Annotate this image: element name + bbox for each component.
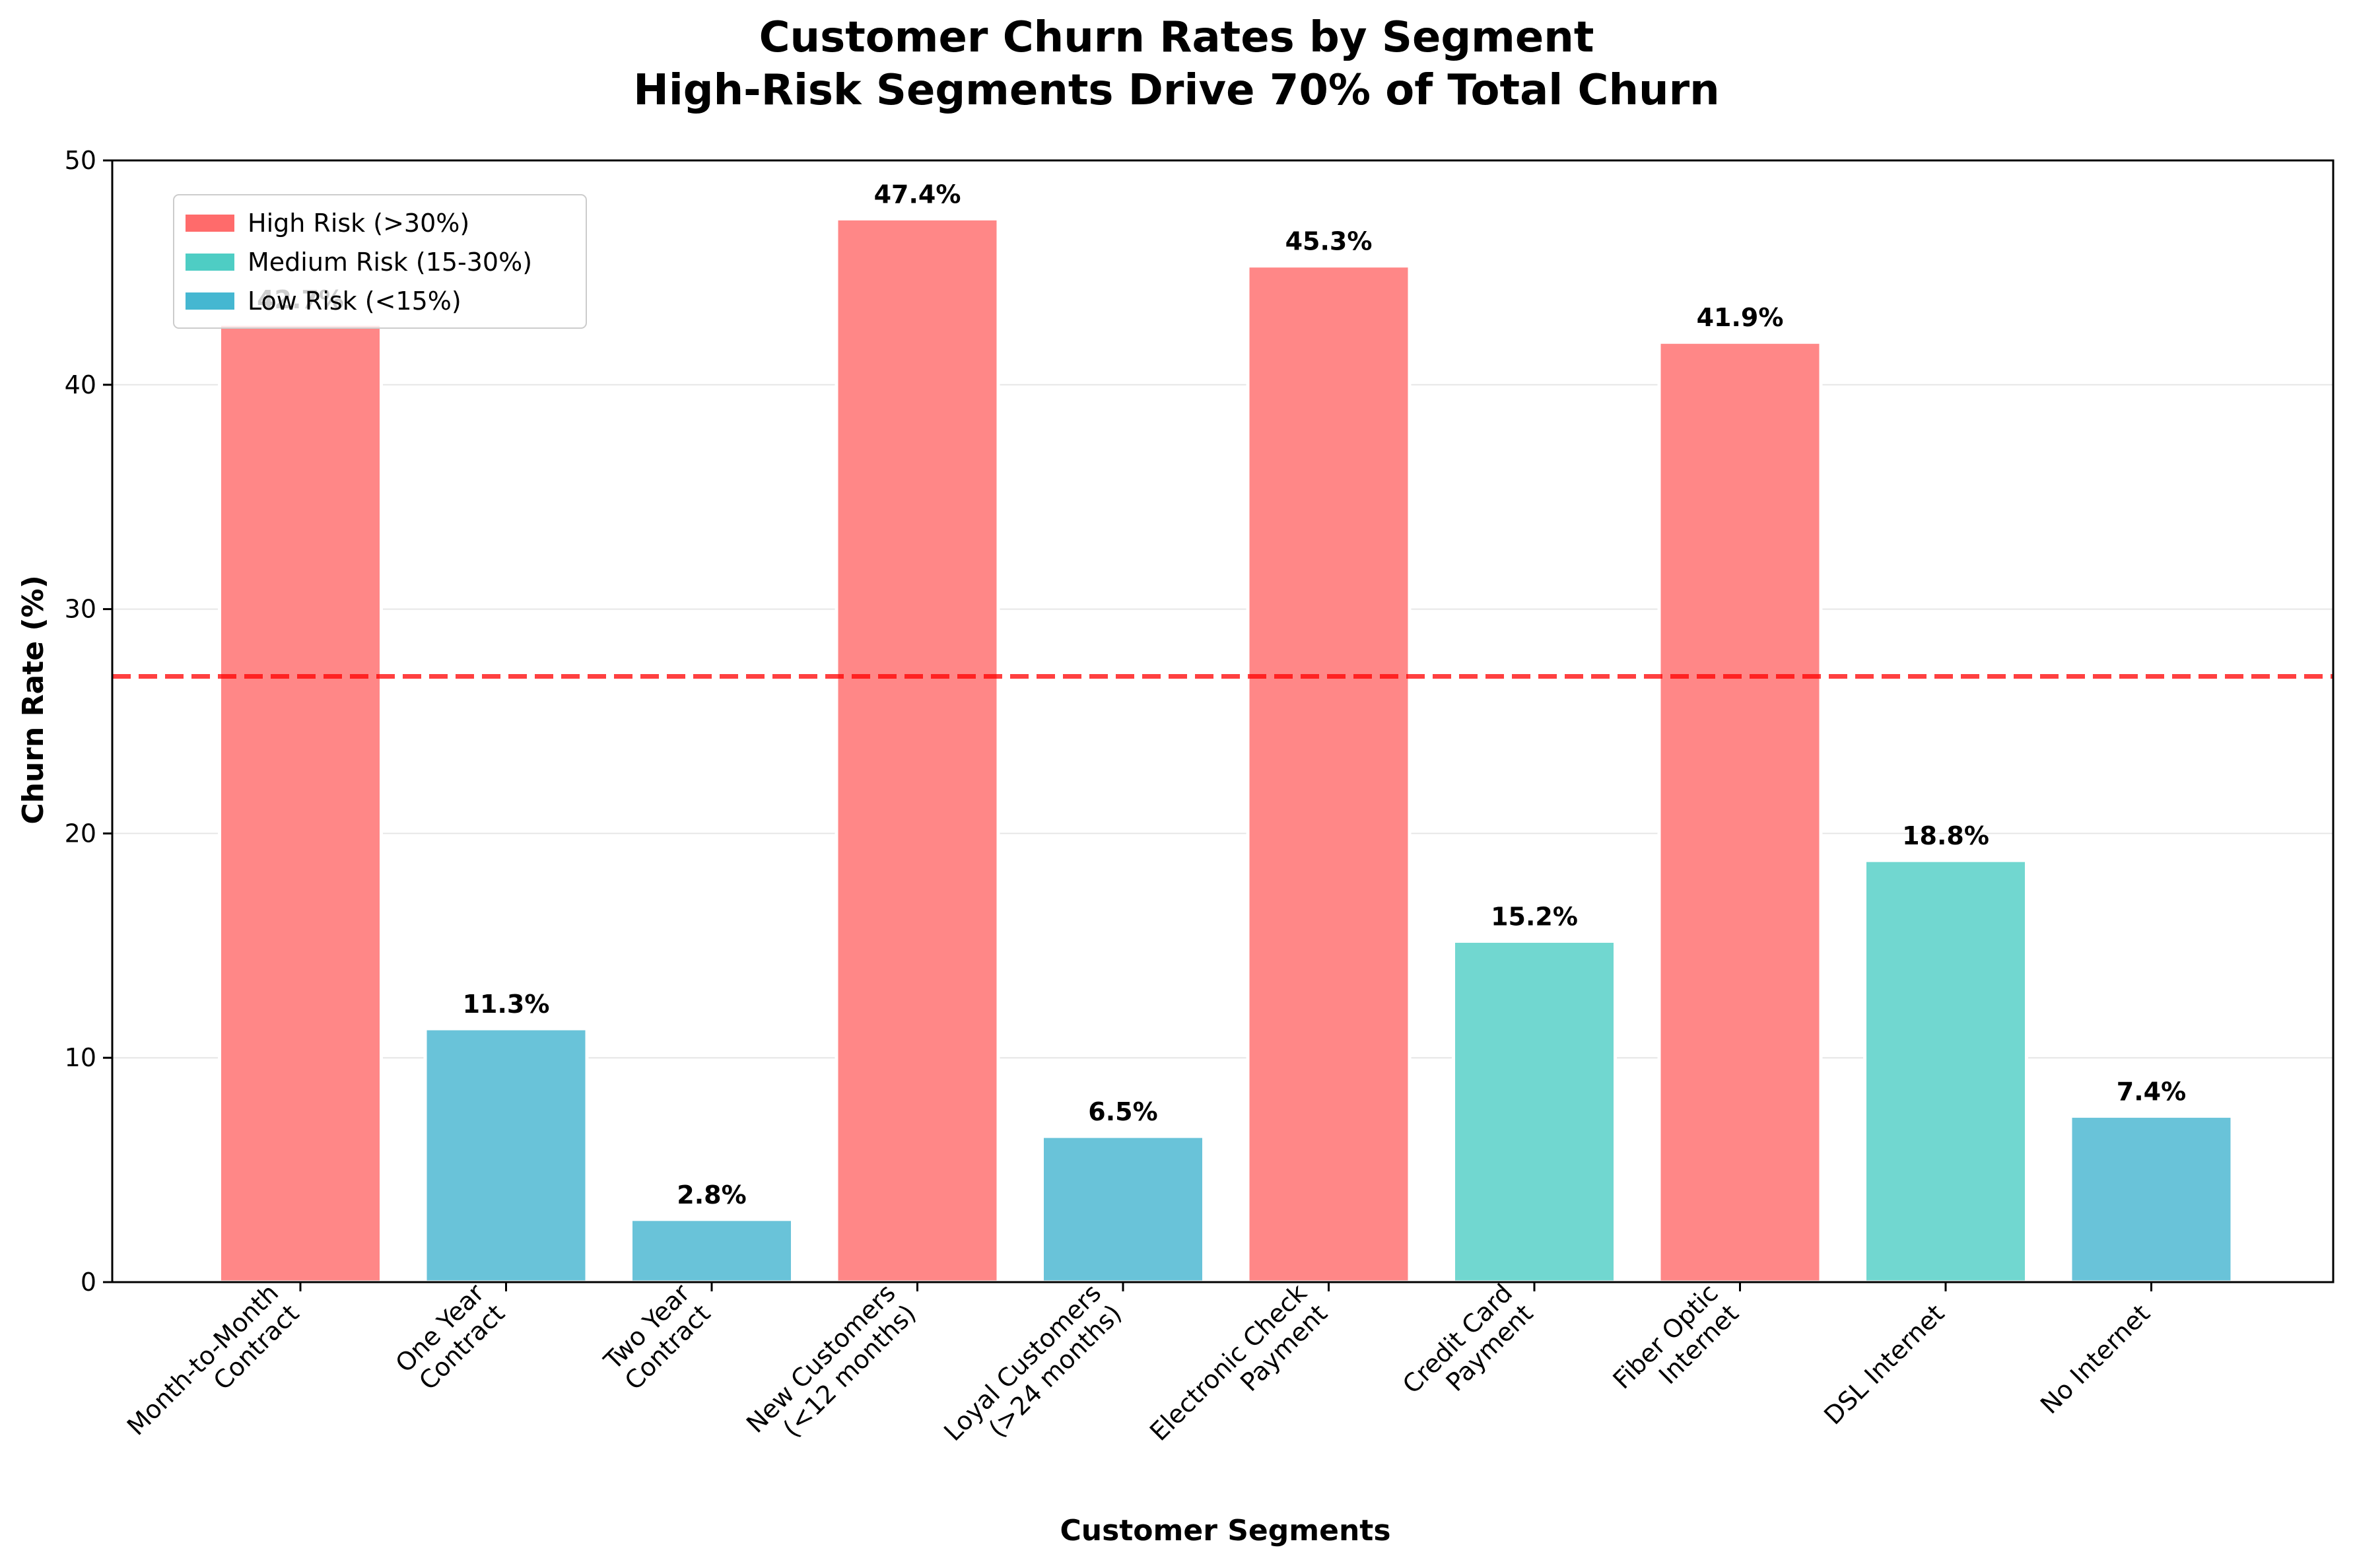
data-label: 47.4%: [874, 180, 961, 209]
y-tick-label: 20: [65, 819, 96, 848]
x-tick-label-line: No Internet: [2035, 1299, 2156, 1419]
legend-box: [173, 194, 587, 329]
bar: [2068, 1114, 2234, 1284]
legend-label: High Risk (>30%): [248, 209, 469, 238]
data-label: 11.3%: [463, 990, 550, 1019]
x-tick-label-text: Fiber OpticInternet: [1608, 1278, 1744, 1415]
legend-swatch: [186, 215, 234, 232]
data-label: 7.4%: [2117, 1077, 2186, 1107]
x-tick-label: One YearContract: [390, 1278, 510, 1399]
x-tick-label: Month-to-MonthContract: [121, 1278, 305, 1462]
bar: [629, 1217, 794, 1284]
x-tick-label: Electronic CheckPayment: [1144, 1278, 1333, 1467]
x-tick-label-text: Two YearContract: [598, 1278, 716, 1396]
bar: [1863, 858, 2028, 1284]
bar: [1040, 1134, 1206, 1284]
y-tick-label: 0: [81, 1268, 96, 1297]
legend-swatch: [186, 254, 234, 271]
data-label: 15.2%: [1491, 903, 1578, 932]
legend-swatch: [186, 292, 234, 310]
y-tick-label: 40: [65, 370, 96, 399]
legend: High Risk (>30%) Medium Risk (15-30%) Low …: [173, 194, 587, 329]
x-tick-label: DSL Internet: [1818, 1299, 1950, 1430]
y-tick-label: 50: [65, 146, 96, 175]
chart-title: Customer Churn Rates by Segment: [759, 13, 1594, 62]
x-tick-label-line: DSL Internet: [1818, 1299, 1950, 1430]
x-tick-label-text: No Internet: [2035, 1299, 2156, 1419]
chart-subtitle: High-Risk Segments Drive 70% of Total Ch…: [633, 66, 1719, 115]
x-tick-label: Two YearContract: [598, 1278, 716, 1396]
bar: [218, 322, 383, 1284]
plot-frame: [111, 159, 2335, 1283]
x-tick-label-text: Electronic CheckPayment: [1144, 1278, 1333, 1467]
bar: [1657, 340, 1823, 1284]
legend-label: Medium Risk (15-30%): [248, 248, 532, 277]
x-tick-label-text: New Customers(<12 months): [741, 1278, 922, 1459]
data-label: 2.8%: [677, 1180, 746, 1210]
x-tick-label: No Internet: [2035, 1299, 2156, 1419]
y-tick-label: 10: [65, 1043, 96, 1072]
bar: [1452, 939, 1617, 1284]
bar: [835, 217, 1000, 1284]
x-tick-label-text: Credit CardPayment: [1397, 1278, 1538, 1419]
y-tick-label: 30: [65, 595, 96, 624]
x-tick-label-text: Month-to-MonthContract: [121, 1278, 305, 1462]
data-label: 41.9%: [1697, 303, 1784, 332]
x-tick-label: Loyal Customers(>24 months): [938, 1278, 1127, 1467]
x-tick-label-text: DSL Internet: [1818, 1299, 1950, 1430]
data-label: 18.8%: [1902, 821, 1989, 850]
x-axis: Month-to-MonthContract One YearContract Tw…: [121, 1278, 2156, 1467]
y-axis-label: Churn Rate (%): [17, 575, 50, 824]
x-axis-label: Customer Segments: [1060, 1514, 1390, 1548]
bar: [423, 1027, 589, 1284]
x-tick-label: Credit CardPayment: [1397, 1278, 1538, 1419]
data-label: 45.3%: [1285, 227, 1373, 256]
bars: [218, 217, 2234, 1284]
y-axis: 0 10 20 30 40 50: [65, 146, 112, 1297]
legend-label: Low Risk (<15%): [248, 287, 461, 316]
data-label: 6.5%: [1088, 1097, 1157, 1126]
x-tick-label-text: Loyal Customers(>24 months): [938, 1278, 1127, 1467]
x-tick-label: New Customers(<12 months): [741, 1278, 922, 1459]
x-tick-label: Fiber OpticInternet: [1608, 1278, 1744, 1415]
x-tick-label-text: One YearContract: [390, 1278, 510, 1399]
bar: [1246, 264, 1412, 1284]
